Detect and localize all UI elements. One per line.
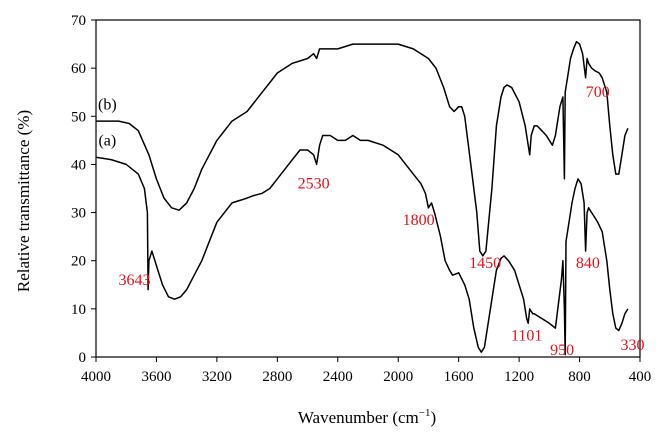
y-tick-label: 0 bbox=[79, 350, 87, 366]
peak-annotation: 950 bbox=[550, 342, 574, 359]
peak-annotation: 840 bbox=[576, 255, 600, 272]
x-tick-label: 3200 bbox=[202, 369, 232, 385]
x-axis-ticks: 4000 3600 3200 2800 2400 2000 1600 1200 800 400 bbox=[81, 357, 651, 385]
peak-annotation: 700 bbox=[586, 84, 610, 101]
y-tick-label: 70 bbox=[71, 13, 86, 29]
x-tick-label: 2800 bbox=[262, 369, 292, 385]
y-axis-title: Relative transmittance (%) bbox=[14, 110, 33, 292]
peak-annotation: 3643 bbox=[119, 272, 151, 289]
x-tick-label: 800 bbox=[568, 369, 591, 385]
plot-frame bbox=[95, 19, 641, 358]
peak-annotation: 1101 bbox=[511, 327, 542, 344]
x-tick-label: 2000 bbox=[383, 369, 413, 385]
x-tick-label: 1600 bbox=[444, 369, 474, 385]
y-tick-label: 30 bbox=[71, 206, 86, 222]
x-tick-label: 2400 bbox=[323, 369, 353, 385]
plot-border bbox=[95, 19, 641, 358]
curve-label: (a) bbox=[98, 132, 116, 149]
y-tick-label: 60 bbox=[71, 61, 86, 77]
series-lines bbox=[95, 40, 629, 356]
x-tick-label: 3600 bbox=[141, 369, 171, 385]
x-tick-label: 400 bbox=[629, 369, 652, 385]
curve-labels: (b) (a) bbox=[98, 96, 117, 149]
x-axis-title: Wavenumber (cm−1) bbox=[298, 407, 436, 427]
y-tick-label: 10 bbox=[71, 302, 86, 318]
series-line-b bbox=[96, 40, 629, 257]
peak-annotations: 3643 2530 1800 1450 1101 950 840 700 330 bbox=[119, 84, 645, 359]
peak-annotation: 1450 bbox=[469, 255, 501, 272]
y-axis-ticks: 0 10 20 30 40 50 60 70 bbox=[71, 13, 96, 366]
y-tick-label: 20 bbox=[71, 254, 86, 270]
x-axis-title-sup: −1 bbox=[419, 407, 431, 419]
x-tick-label: 4000 bbox=[81, 369, 111, 385]
peak-annotation: 330 bbox=[620, 337, 644, 354]
peak-annotation: 2530 bbox=[298, 176, 330, 193]
curve-label: (b) bbox=[98, 96, 117, 113]
y-tick-label: 50 bbox=[71, 109, 86, 125]
x-tick-label: 1200 bbox=[504, 369, 534, 385]
y-tick-label: 40 bbox=[71, 157, 86, 173]
series-line-a bbox=[95, 134, 629, 356]
peak-annotation: 1800 bbox=[403, 212, 435, 229]
